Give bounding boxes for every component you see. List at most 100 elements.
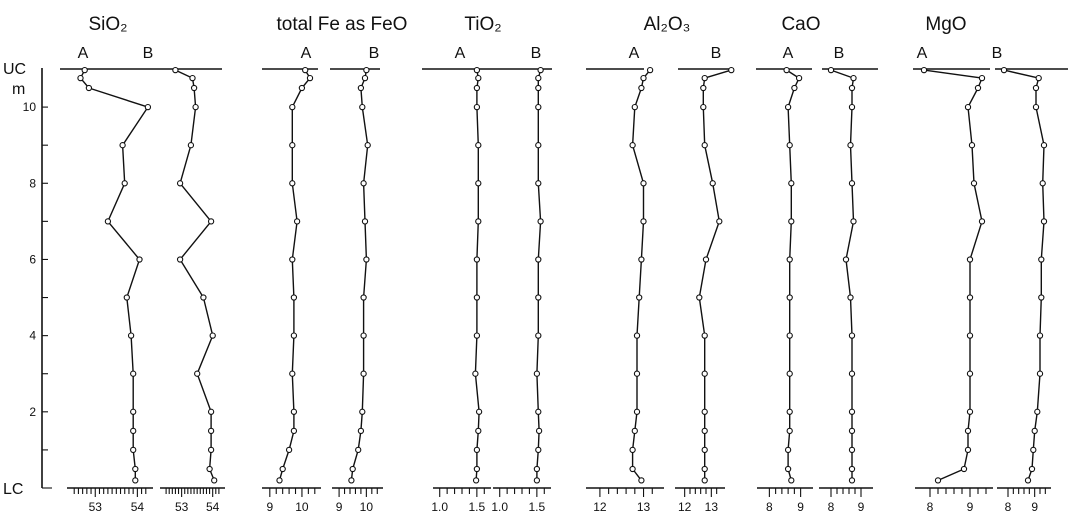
panel-mgo: MgO A B	[917, 14, 1003, 62]
data-point-sio2-b-11	[207, 408, 215, 415]
data-point-mgo-b-7	[1038, 256, 1045, 263]
data-point-sio2-b-6	[207, 218, 215, 225]
data-point-al2o3-b-10	[701, 370, 708, 377]
data-point-cao-a-14	[784, 465, 792, 473]
panel-title-mgo: MgO	[925, 14, 966, 35]
data-point-cao-b-15	[848, 477, 856, 484]
data-point-cao-b-1	[850, 74, 857, 82]
data-point-cao-a-4	[786, 142, 793, 149]
data-point-sio2-a-13	[130, 446, 137, 454]
x-tick-label-al2o3-a-13: 13	[637, 500, 651, 514]
data-point-cao-b-10	[848, 370, 856, 377]
strip-al2o3-a: 12 13	[586, 66, 664, 514]
data-point-mgo-a-3	[964, 103, 972, 111]
data-point-mgo-b-0	[1000, 66, 1008, 74]
data-point-mgo-a-10	[966, 370, 974, 377]
data-point-al2o3-b-13	[701, 446, 708, 454]
x-tick-label-cao-b-8: 8	[828, 500, 835, 514]
data-point-tio2-b-12	[535, 427, 543, 435]
data-point-al2o3-b-8	[696, 294, 703, 301]
data-point-al2o3-b-11	[701, 408, 708, 415]
data-point-cao-a-1	[795, 74, 803, 82]
data-point-al2o3-b-15	[701, 477, 708, 484]
data-point-sio2-a-8	[123, 294, 130, 301]
data-point-tio2-b-6	[537, 218, 544, 225]
series-label-mgo-a: A	[917, 45, 928, 62]
data-point-sio2-b-0	[172, 66, 179, 74]
data-point-tio2-a-0	[473, 66, 481, 74]
depth-tick-group: 2 4 6 8 10	[23, 100, 52, 489]
series-label-sio2-b: B	[143, 45, 154, 62]
data-point-feo-a-1	[306, 74, 314, 82]
data-point-mgo-a-8	[966, 294, 974, 301]
data-point-feo-a-10	[289, 370, 296, 377]
series-line-mgo-b	[1003, 69, 1045, 481]
data-point-feo-b-11	[359, 408, 366, 415]
depth-tick-label-4: 4	[29, 329, 36, 343]
data-point-tio2-a-11	[475, 408, 483, 415]
x-tick-label-tio2-b-1.5: 1.5	[529, 500, 546, 514]
data-point-tio2-b-10	[533, 370, 541, 377]
data-point-cao-b-11	[848, 408, 856, 415]
data-point-feo-a-7	[289, 256, 296, 263]
data-point-sio2-a-15	[132, 477, 139, 484]
data-point-feo-a-15	[276, 477, 283, 484]
data-point-al2o3-b-9	[701, 332, 708, 339]
plot-layer: 53 54 53 54 9 10 9 10 1.0 1.5 1.0 1.5 12 13 12 13 8 9 8 9 8 9…	[60, 66, 1068, 514]
data-point-mgo-b-5	[1039, 180, 1046, 187]
data-point-feo-b-2	[357, 84, 365, 92]
data-point-sio2-b-7	[176, 256, 184, 263]
data-point-al2o3-a-12	[631, 427, 638, 435]
data-point-al2o3-a-1	[640, 74, 647, 82]
strip-feo-a: 9 10	[262, 66, 321, 514]
data-point-mgo-a-5	[970, 180, 978, 187]
data-point-sio2-b-14	[206, 465, 213, 473]
data-point-cao-a-3	[784, 103, 792, 111]
x-tick-label-feo-a-9: 9	[266, 500, 273, 514]
data-point-tio2-a-1	[475, 74, 482, 82]
data-point-cao-b-3	[848, 103, 856, 111]
data-point-al2o3-a-0	[646, 66, 654, 74]
data-point-cao-a-13	[784, 446, 792, 454]
data-point-mgo-a-9	[966, 332, 974, 339]
data-point-mgo-a-4	[968, 142, 976, 149]
data-point-sio2-a-9	[127, 332, 135, 339]
data-point-tio2-a-6	[475, 218, 482, 225]
data-point-mgo-b-9	[1036, 332, 1044, 339]
series-line-mgo-a	[923, 69, 983, 482]
data-point-al2o3-a-14	[629, 465, 636, 473]
data-point-al2o3-a-10	[633, 370, 641, 377]
data-point-cao-b-13	[848, 446, 856, 454]
data-point-sio2-a-7	[136, 256, 143, 263]
panel-title-feo: total Fe as FeO	[277, 14, 408, 35]
series-line-tio2-a	[474, 69, 480, 481]
data-point-mgo-a-15	[934, 477, 942, 484]
data-point-al2o3-b-14	[701, 465, 708, 473]
data-point-feo-a-2	[298, 84, 306, 92]
data-point-feo-a-12	[290, 427, 298, 435]
x-tick-label-sio2-a-53: 53	[89, 500, 103, 514]
x-tick-label-al2o3-b-13: 13	[705, 500, 719, 514]
data-point-feo-b-12	[357, 427, 365, 435]
data-point-cao-a-6	[788, 218, 795, 225]
x-tick-label-mgo-a-9: 9	[967, 500, 974, 514]
data-point-mgo-b-1	[1035, 74, 1042, 82]
data-point-feo-a-6	[293, 218, 301, 225]
data-point-al2o3-b-4	[701, 142, 708, 149]
data-point-tio2-b-8	[535, 294, 542, 301]
data-point-feo-a-9	[290, 332, 298, 339]
data-point-mgo-a-14	[960, 465, 968, 473]
data-point-sio2-a-1	[77, 74, 84, 82]
data-point-tio2-b-5	[535, 180, 542, 187]
strip-tio2-b: 1.0 1.5	[488, 66, 552, 514]
series-line-al2o3-a	[631, 69, 651, 481]
data-point-feo-a-0	[302, 66, 309, 74]
data-point-sio2-b-12	[207, 427, 215, 435]
data-point-cao-a-7	[786, 256, 793, 263]
data-point-mgo-b-12	[1031, 427, 1038, 435]
series-line-feo-b	[350, 69, 369, 481]
x-tick-label-sio2-a-54: 54	[131, 500, 145, 514]
data-point-tio2-b-1	[535, 74, 542, 82]
data-point-al2o3-a-5	[640, 180, 647, 187]
